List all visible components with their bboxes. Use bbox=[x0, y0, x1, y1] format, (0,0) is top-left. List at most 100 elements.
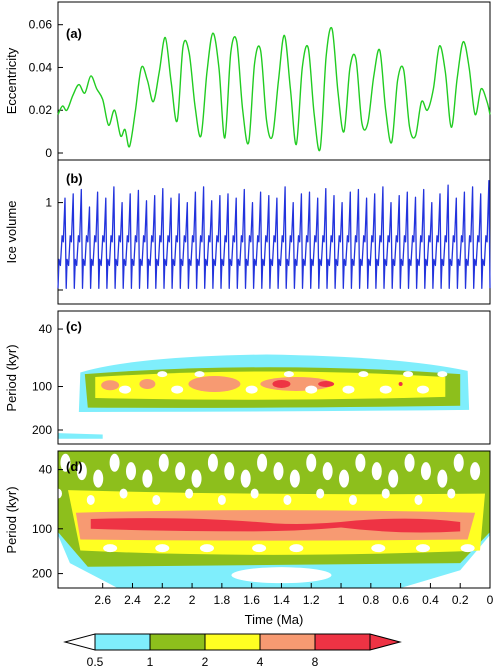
panel-c-y-ticks: 40 100 200 bbox=[32, 322, 63, 437]
x-axis-tick-label: 2.2 bbox=[154, 593, 171, 607]
panel-c-y-tick-label: 200 bbox=[32, 423, 52, 437]
x-axis-tick-label: 1.2 bbox=[303, 593, 320, 607]
panel-a-y-ticks: 0 0.02 0.04 0.06 bbox=[29, 18, 63, 160]
power-hole bbox=[388, 469, 399, 488]
power-hole bbox=[155, 544, 170, 553]
panel-c-frame bbox=[57, 310, 491, 445]
power-hole bbox=[76, 462, 87, 481]
panel-b-y-tick-label: 1 bbox=[45, 196, 52, 210]
panel-a-label: (a) bbox=[66, 26, 82, 41]
colorbar-right-arrow bbox=[369, 633, 402, 651]
power-hole bbox=[322, 462, 333, 481]
power-region-red bbox=[272, 379, 291, 388]
power-hole bbox=[371, 462, 382, 481]
panel-b: 1 (b) Ice volume bbox=[4, 159, 491, 305]
x-axis-tick-label: 0 bbox=[487, 593, 494, 607]
power-hole bbox=[109, 453, 120, 472]
power-hole bbox=[175, 462, 186, 481]
panel-c-ylabel: Period (kyr) bbox=[4, 344, 19, 411]
power-hole bbox=[283, 371, 294, 378]
power-region-orange bbox=[139, 378, 156, 389]
colorbar-segment bbox=[314, 633, 371, 651]
x-axis-tick-label: 0.6 bbox=[392, 593, 409, 607]
power-hole bbox=[171, 385, 184, 394]
power-hole bbox=[157, 371, 168, 378]
panel-a: 0 0.02 0.04 0.06 (a) Eccentricity bbox=[4, 1, 491, 161]
power-hole bbox=[58, 488, 62, 499]
panel-a-y-tick-label: 0.06 bbox=[29, 18, 53, 32]
colorbar-segment bbox=[259, 633, 316, 651]
power-hole bbox=[142, 469, 153, 488]
colorbar-segment bbox=[149, 633, 206, 651]
panel-d-frame bbox=[57, 450, 491, 589]
panel-b-label: (b) bbox=[66, 171, 83, 186]
power-hole bbox=[460, 544, 475, 553]
power-hole bbox=[158, 453, 169, 472]
power-hole bbox=[316, 488, 325, 499]
power-hole bbox=[355, 453, 366, 472]
power-hole bbox=[379, 385, 392, 394]
x-axis-tick-label: 0.8 bbox=[362, 593, 379, 607]
power-region-red bbox=[398, 381, 403, 386]
power-hole bbox=[447, 488, 456, 499]
power-hole bbox=[403, 371, 414, 378]
panel-b-ylabel: Ice volume bbox=[4, 201, 19, 264]
x-axis-tick-label: 2 bbox=[189, 593, 196, 607]
power-hole bbox=[437, 371, 448, 378]
panel-a-plot bbox=[57, 26, 491, 152]
x-axis-tick-label: 2.4 bbox=[124, 593, 141, 607]
x-axis-ticks: 2.6 2.4 2.2 2 1.8 1.6 1.4 1.2 1 0.8 0.6 0.4 0.2 0 bbox=[94, 583, 494, 607]
power-hole bbox=[60, 453, 71, 472]
power-hole bbox=[371, 544, 386, 553]
power-hole bbox=[339, 469, 350, 488]
power-region-orange bbox=[101, 380, 120, 391]
panel-b-y-ticks: 1 bbox=[45, 196, 63, 291]
panel-d-y-tick-label: 200 bbox=[32, 567, 52, 581]
power-hole bbox=[250, 488, 259, 499]
power-hole bbox=[289, 544, 304, 553]
panel-a-y-tick-label: 0.02 bbox=[29, 103, 53, 117]
power-hole bbox=[199, 544, 214, 553]
power-hole bbox=[86, 494, 95, 505]
ice-volume-line bbox=[57, 180, 491, 289]
power-hole bbox=[415, 544, 430, 553]
x-axis-tick-label: 0.4 bbox=[422, 593, 439, 607]
x-axis-tick-label: 1.6 bbox=[243, 593, 260, 607]
power-region-red bbox=[318, 380, 335, 387]
panel-d: 40 100 200 (d) Period (kyr) bbox=[4, 450, 491, 589]
panel-a-y-tick-label: 0.04 bbox=[29, 60, 53, 74]
colorbar: 0.5 1 2 4 8 bbox=[63, 633, 402, 669]
power-hole bbox=[125, 462, 136, 481]
colorbar-label: 0.5 bbox=[87, 655, 104, 669]
power-hole bbox=[252, 544, 267, 553]
power-hole bbox=[257, 453, 268, 472]
power-hole bbox=[470, 462, 481, 481]
panel-c-y-tick-label: 100 bbox=[32, 380, 52, 394]
power-hole bbox=[152, 494, 161, 505]
panel-a-frame bbox=[57, 1, 491, 161]
x-axis-tick-label: 1 bbox=[338, 593, 345, 607]
power-hole bbox=[342, 385, 355, 394]
power-hole bbox=[305, 385, 318, 394]
power-hole bbox=[273, 462, 284, 481]
power-hole bbox=[358, 371, 369, 378]
eccentricity-line bbox=[57, 26, 491, 152]
power-hole bbox=[103, 544, 118, 553]
panel-d-label: (d) bbox=[66, 459, 83, 474]
x-axis-tick-label: 1.8 bbox=[214, 593, 231, 607]
power-hole bbox=[289, 469, 300, 488]
power-hole bbox=[283, 494, 292, 505]
power-hole bbox=[119, 385, 132, 394]
x-axis-label: Time (Ma) bbox=[245, 612, 304, 627]
power-hole bbox=[416, 385, 429, 394]
colorbar-segment bbox=[94, 633, 151, 651]
power-hole bbox=[245, 385, 258, 394]
power-hole bbox=[119, 488, 128, 499]
panel-c-plot bbox=[58, 354, 470, 439]
power-hole bbox=[306, 453, 317, 472]
colorbar-label: 4 bbox=[257, 655, 264, 669]
x-axis-tick-label: 2.6 bbox=[94, 593, 111, 607]
power-hole bbox=[404, 453, 415, 472]
power-hole bbox=[224, 462, 235, 481]
